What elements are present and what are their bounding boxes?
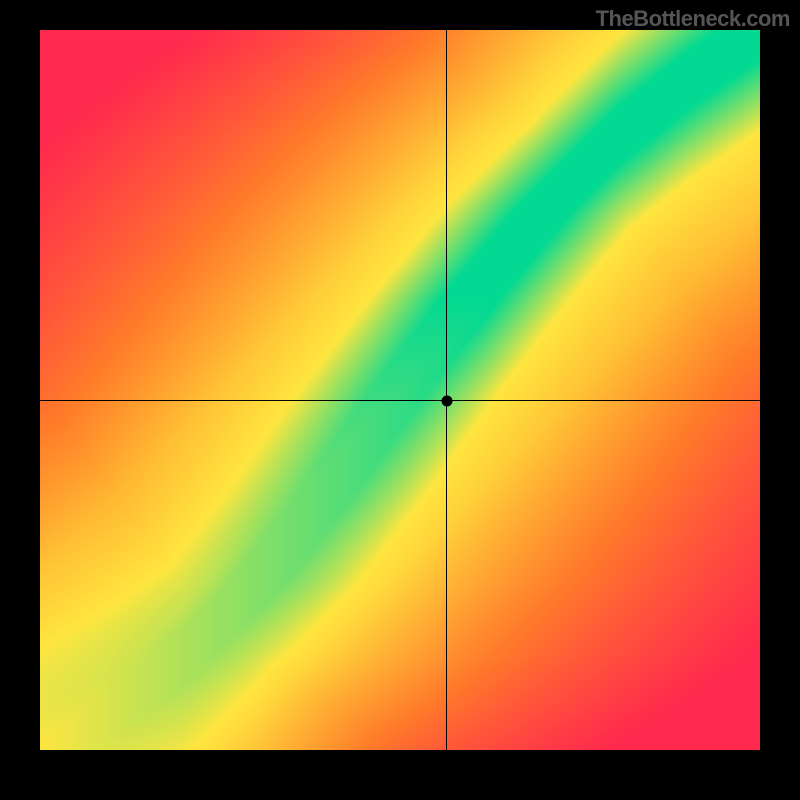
- marker-dot: [441, 395, 452, 406]
- watermark-text: TheBottleneck.com: [596, 6, 790, 32]
- plot-area: [40, 30, 760, 750]
- crosshair-horizontal: [40, 400, 760, 401]
- chart-container: TheBottleneck.com: [0, 0, 800, 800]
- crosshair-vertical: [446, 30, 447, 750]
- heatmap-canvas: [40, 30, 760, 750]
